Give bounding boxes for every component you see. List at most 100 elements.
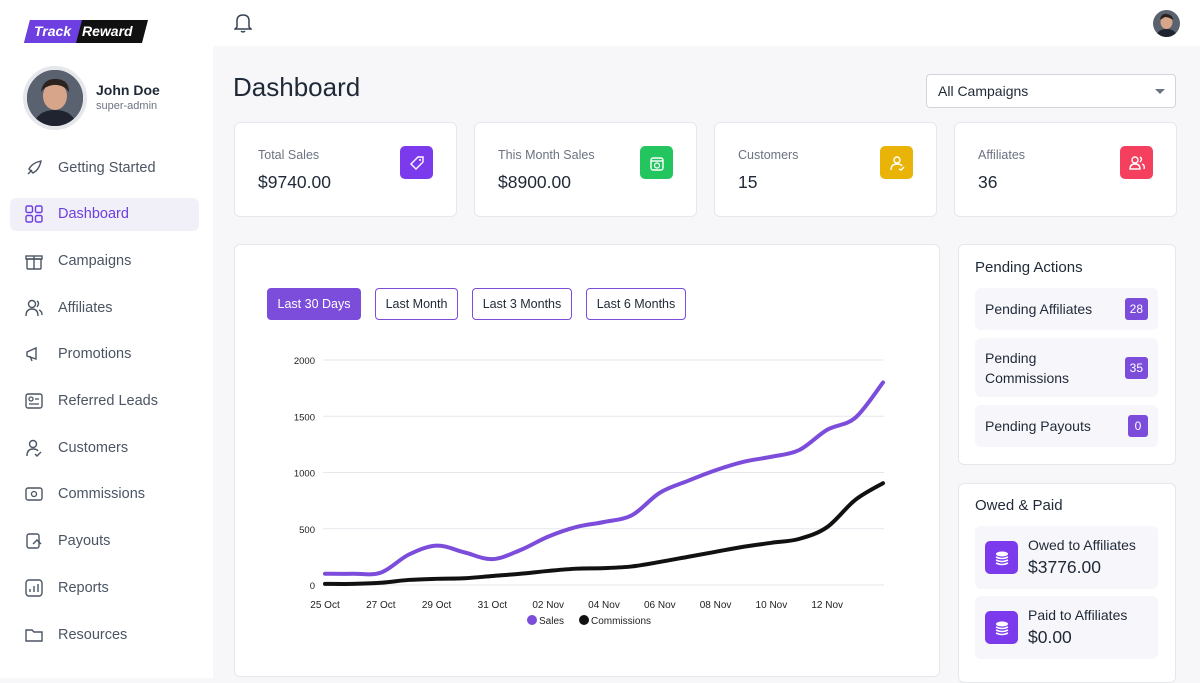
filter-button[interactable]: Last 6 Months — [586, 288, 686, 320]
y-tick-label: 1000 — [294, 469, 315, 480]
dropdown-caret — [1155, 89, 1165, 94]
stat-label: Customers — [738, 148, 799, 162]
avatar — [23, 66, 87, 130]
owed-item: Owed to Affiliates $3776.00 — [975, 526, 1158, 589]
icon — [889, 155, 904, 171]
nav-label: Customers — [58, 439, 129, 456]
pending-item[interactable]: Pending Commissions 35 — [975, 338, 1158, 397]
top-avatar[interactable] — [1153, 10, 1180, 37]
nav-label: Resources — [58, 626, 128, 643]
x-tick-label: 29 Oct — [422, 600, 452, 611]
owed-label: Paid to Affiliates — [1028, 607, 1128, 623]
icon — [1128, 155, 1145, 170]
owed-value: $0.00 — [1028, 627, 1072, 647]
page-title: Dashboard — [233, 72, 361, 102]
logo[interactable]: Track Reward — [24, 20, 148, 43]
nav-item[interactable]: Customers — [10, 431, 199, 464]
x-tick-label: 06 Nov — [644, 600, 676, 611]
x-tick-label: 02 Nov — [532, 600, 564, 611]
pending-label: Pending Affiliates — [985, 301, 1093, 317]
stat-value: $9740.00 — [258, 172, 331, 192]
icon — [25, 579, 43, 597]
logo-text: Reward — [82, 23, 133, 39]
nav-label: Commissions — [58, 486, 146, 503]
stat-card: Affiliates 36 — [954, 122, 1177, 217]
pending-badge: 35 — [1124, 356, 1148, 379]
icon — [25, 255, 43, 270]
icon — [25, 205, 43, 223]
owed-icon — [985, 611, 1018, 644]
nav-item[interactable]: Promotions — [10, 338, 199, 371]
nav-label: Affiliates — [58, 299, 113, 316]
nav-item[interactable]: Commissions — [10, 478, 199, 511]
x-tick-label: 04 Nov — [588, 600, 620, 611]
stat-icon — [640, 146, 673, 179]
nav-item[interactable]: Reports — [10, 571, 199, 604]
icon — [409, 155, 424, 170]
filter-button[interactable]: Last 30 Days — [267, 288, 361, 320]
nav-item[interactable]: Referred Leads — [10, 385, 199, 418]
owed-label: Owed to Affiliates — [1028, 537, 1136, 553]
pending-badge: 28 — [1124, 298, 1148, 320]
line-series — [323, 380, 885, 577]
stat-icon — [880, 146, 913, 179]
y-tick-label: 2000 — [294, 356, 315, 367]
nav-item[interactable]: Dashboard — [10, 197, 199, 231]
bell-icon[interactable] — [234, 13, 252, 33]
chart: 0 500 1000 1500 2000 25 Oct 27 Oct 29 Oct 31 Oct… — [294, 356, 885, 627]
nav-label: Promotions — [58, 346, 132, 363]
y-tick-label: 1500 — [294, 412, 315, 423]
nav-item[interactable]: Getting Started — [10, 151, 199, 184]
stat-label: Total Sales — [258, 148, 320, 162]
campaign-select[interactable]: All Campaigns — [926, 74, 1176, 108]
top-avatar-image — [1153, 10, 1180, 37]
nav-label: Campaigns — [58, 252, 132, 269]
owed-title: Owed & Paid — [975, 497, 1063, 514]
stat-value: 15 — [738, 172, 758, 192]
owed-value: $3776.00 — [1028, 557, 1101, 577]
nav-item[interactable]: Payouts — [10, 525, 199, 558]
stat-card: Total Sales $9740.00 — [234, 122, 457, 217]
stat-label: This Month Sales — [498, 148, 595, 162]
icon — [25, 487, 43, 502]
icon — [27, 159, 42, 174]
pending-item[interactable]: Pending Affiliates 28 — [975, 288, 1158, 330]
legend-label: Commissions — [591, 616, 651, 627]
line-series — [323, 481, 885, 586]
filter-button[interactable]: Last Month — [375, 288, 458, 320]
legend-marker — [579, 615, 590, 625]
user-name: John Doe — [96, 82, 160, 98]
icon — [995, 621, 1008, 635]
x-tick-label: 25 Oct — [310, 600, 340, 611]
stat-icon — [1120, 146, 1153, 179]
stat-card: Customers 15 — [714, 122, 937, 217]
nav-label: Dashboard — [58, 206, 129, 223]
nav-item[interactable]: Campaigns — [10, 244, 199, 277]
nav-label: Reports — [58, 579, 109, 596]
x-tick-label: 27 Oct — [366, 600, 396, 611]
pending-label: Pending Payouts — [985, 418, 1091, 434]
icon — [26, 347, 37, 362]
legend-marker — [527, 615, 537, 625]
nav-item[interactable]: Resources — [10, 618, 199, 651]
icon — [25, 393, 43, 409]
x-tick-label: 31 Oct — [478, 600, 508, 611]
sidebar: Track Reward John Doe super-admin — [0, 0, 213, 678]
icon — [649, 156, 664, 171]
topbar — [213, 0, 1200, 46]
nav-label: Referred Leads — [58, 393, 158, 409]
x-tick-label: 08 Nov — [700, 600, 732, 611]
filter-button[interactable]: Last 3 Months — [472, 288, 572, 320]
legend-label: Sales — [539, 616, 564, 627]
icon — [995, 551, 1008, 565]
nav-item[interactable]: Affiliates — [10, 291, 199, 324]
owed-icon — [985, 541, 1018, 574]
icon — [26, 533, 42, 549]
x-tick-label: 12 Nov — [811, 600, 843, 611]
y-tick-label: 0 — [310, 581, 315, 592]
avatar-image — [27, 70, 83, 126]
logo-shape — [24, 20, 148, 43]
icon — [25, 628, 43, 642]
stat-card: This Month Sales $8900.00 — [474, 122, 697, 217]
pending-item[interactable]: Pending Payouts 0 — [975, 405, 1158, 447]
